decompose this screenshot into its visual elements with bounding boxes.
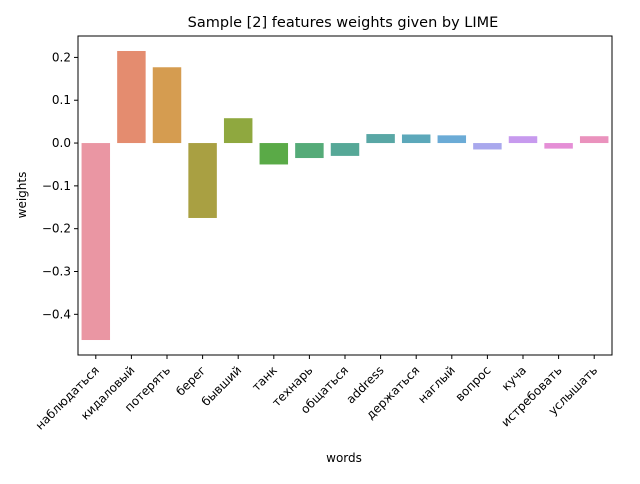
bar-потерять [152,67,182,144]
bar-кидаловый [117,50,146,144]
x-tick-label: куча [499,363,529,393]
bar-наблюдаться [81,143,111,341]
y-axis-label: weights [15,172,29,219]
x-tick-label: танк [249,363,280,394]
bar-куча [508,136,538,144]
x-tick-label: наблюдаться [33,363,102,432]
y-tick-label: 0.0 [52,136,71,150]
y-tick-label: 0.1 [52,93,71,107]
x-tick-label: вопрос [453,363,494,404]
y-tick-label: 0.2 [52,50,71,64]
bar-технарь [295,143,324,159]
y-tick-label: −0.1 [42,179,71,193]
x-axis-label: words [326,451,362,465]
bar-address [366,134,395,144]
bar-берег [188,143,217,218]
bar-общаться [330,143,360,156]
bar-держаться [401,134,431,144]
bar-вопрос [473,143,502,150]
plot-area [81,50,609,341]
y-axis: 0.2 0.1 0.0 −0.1 −0.2 −0.3 −0.4 [42,50,78,321]
x-tick-label: наглый [415,363,458,406]
bar-бывший [223,118,253,144]
bar-истребовать [544,143,573,149]
y-tick-label: −0.3 [42,265,71,279]
y-tick-label: −0.2 [42,222,71,236]
chart-title: Sample [2] features weights given by LIM… [188,15,499,31]
bar-наглый [437,135,467,144]
bar-танк [259,143,289,165]
y-tick-label: −0.4 [42,307,71,321]
bar-услышать [579,136,609,144]
